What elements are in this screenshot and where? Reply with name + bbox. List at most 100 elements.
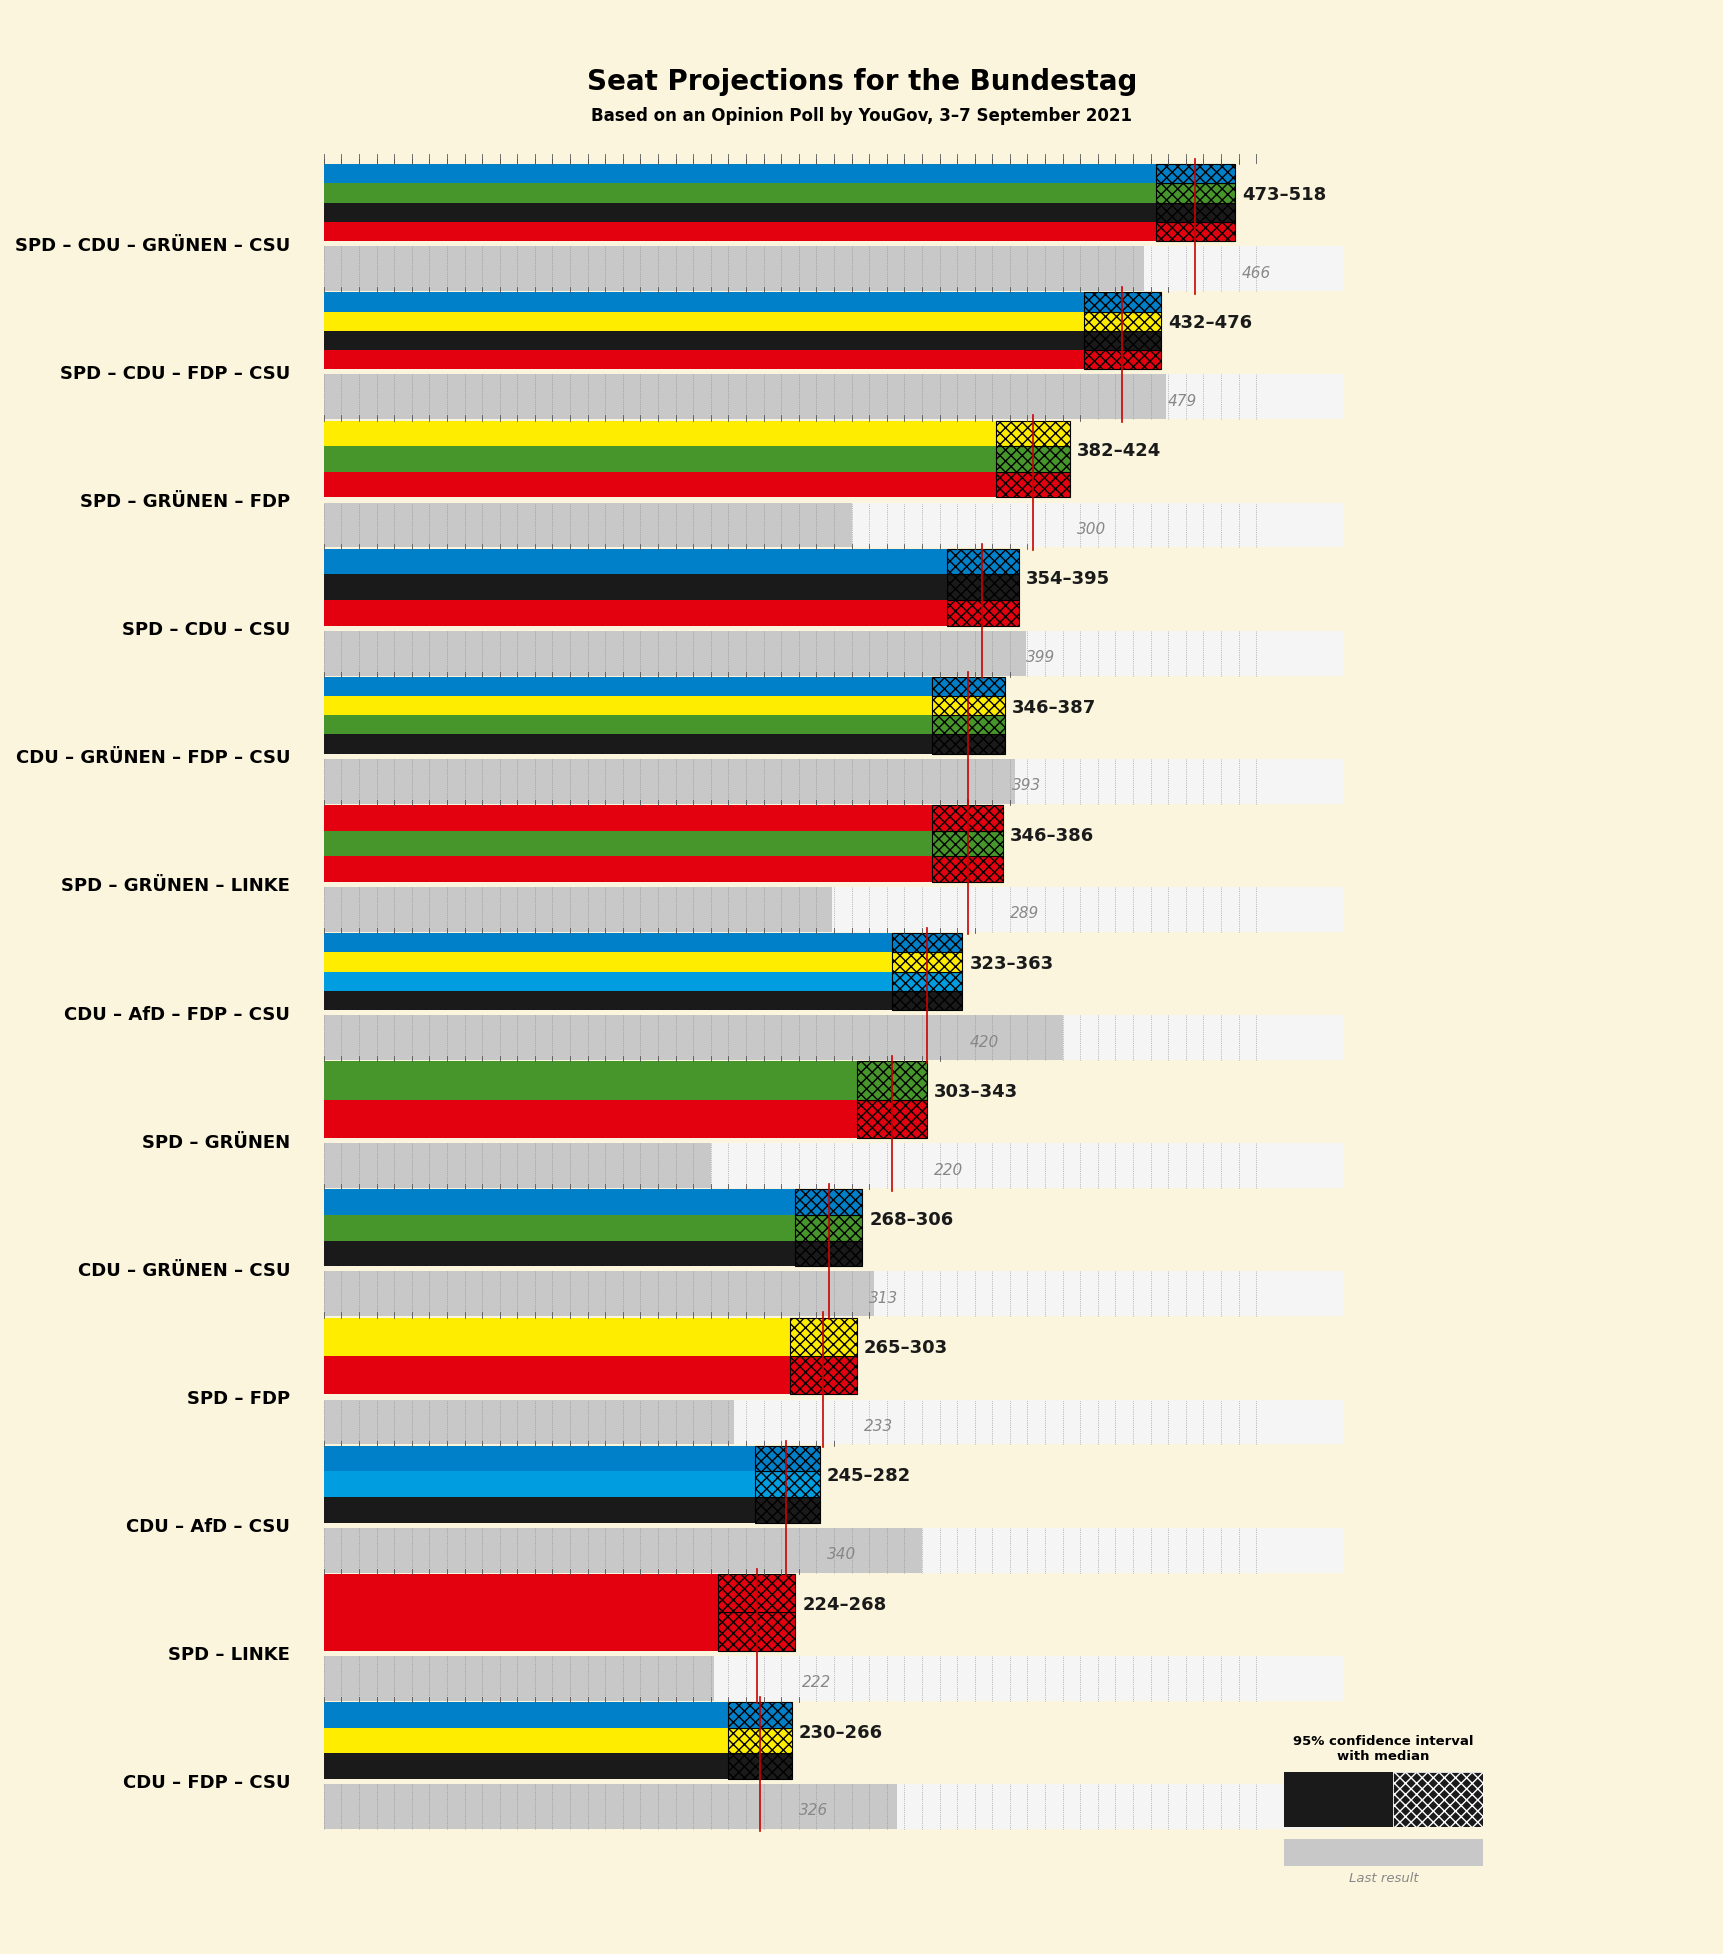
Bar xyxy=(324,1471,755,1497)
Bar xyxy=(1284,1772,1392,1827)
Bar xyxy=(932,830,1003,856)
Bar xyxy=(891,991,961,1010)
Bar xyxy=(324,1528,1344,1573)
Bar xyxy=(856,1100,927,1137)
Bar xyxy=(729,1753,791,1778)
Bar xyxy=(755,1497,820,1522)
Bar xyxy=(996,420,1068,446)
Text: Last result: Last result xyxy=(1347,1872,1418,1886)
Bar xyxy=(324,631,1025,676)
Bar xyxy=(932,805,1003,830)
Bar xyxy=(717,1573,794,1612)
Text: 224–268: 224–268 xyxy=(801,1596,886,1614)
Text: 289: 289 xyxy=(1010,907,1039,922)
Text: 479: 479 xyxy=(1168,395,1197,408)
Bar xyxy=(789,1317,856,1356)
Bar xyxy=(324,971,891,991)
Bar xyxy=(324,1272,874,1317)
Text: 268–306: 268–306 xyxy=(868,1211,953,1229)
Bar xyxy=(789,1356,856,1395)
Bar xyxy=(324,887,1344,932)
Text: Seat Projections for the Bundestag: Seat Projections for the Bundestag xyxy=(586,68,1137,96)
Bar xyxy=(755,1471,820,1497)
Bar xyxy=(1154,184,1234,203)
Bar xyxy=(324,1356,789,1395)
Bar xyxy=(932,856,1003,881)
Bar xyxy=(324,1528,922,1573)
Text: 222: 222 xyxy=(801,1675,830,1690)
Bar xyxy=(324,805,932,830)
Bar xyxy=(324,600,946,625)
Bar xyxy=(324,311,1084,330)
Bar xyxy=(324,246,1344,291)
Text: 326: 326 xyxy=(798,1804,827,1819)
Bar xyxy=(717,1612,794,1651)
Bar xyxy=(324,1143,710,1188)
Text: 340: 340 xyxy=(827,1548,856,1561)
Bar xyxy=(324,350,1084,369)
Text: 466: 466 xyxy=(1241,266,1270,281)
Bar xyxy=(324,420,996,446)
Text: Based on an Opinion Poll by YouGov, 3–7 September 2021: Based on an Opinion Poll by YouGov, 3–7 … xyxy=(591,107,1132,125)
Bar xyxy=(324,375,1166,420)
Text: 265–303: 265–303 xyxy=(863,1338,948,1358)
Bar xyxy=(932,735,1005,754)
Text: 233: 233 xyxy=(863,1419,893,1434)
Bar xyxy=(324,887,832,932)
Bar xyxy=(1154,164,1234,184)
Bar xyxy=(794,1190,862,1215)
Bar xyxy=(324,1784,896,1829)
Bar xyxy=(324,330,1084,350)
Bar xyxy=(946,600,1018,625)
Text: 382–424: 382–424 xyxy=(1077,442,1160,461)
Bar xyxy=(996,446,1068,471)
Text: 393: 393 xyxy=(1011,778,1041,793)
Bar xyxy=(794,1215,862,1241)
Bar xyxy=(1392,1772,1482,1827)
Bar xyxy=(324,934,891,952)
Bar xyxy=(324,1399,734,1444)
Bar xyxy=(324,502,851,547)
Bar xyxy=(324,952,891,971)
Bar xyxy=(324,164,1154,184)
Bar xyxy=(324,758,1015,803)
Bar xyxy=(324,1317,789,1356)
Text: 346–387: 346–387 xyxy=(1011,700,1096,717)
Text: 346–386: 346–386 xyxy=(1010,827,1094,844)
Bar xyxy=(932,676,1005,696)
Bar xyxy=(946,549,1018,574)
Bar xyxy=(1154,203,1234,223)
Bar xyxy=(324,1753,729,1778)
Bar xyxy=(324,830,932,856)
Bar xyxy=(324,735,932,754)
Bar xyxy=(324,1573,717,1612)
Bar xyxy=(932,696,1005,715)
Bar xyxy=(932,715,1005,735)
Bar xyxy=(324,446,996,471)
Bar xyxy=(324,375,1344,420)
Bar xyxy=(324,1702,729,1727)
Text: 245–282: 245–282 xyxy=(827,1467,911,1485)
Text: 95% confidence interval
with median: 95% confidence interval with median xyxy=(1292,1735,1473,1763)
Bar xyxy=(324,856,932,881)
Bar xyxy=(891,971,961,991)
Bar xyxy=(996,471,1068,498)
Bar xyxy=(324,223,1154,240)
Text: 220: 220 xyxy=(934,1163,963,1178)
Bar xyxy=(324,1612,717,1651)
Bar xyxy=(324,293,1084,311)
Bar xyxy=(324,549,946,574)
Bar xyxy=(1084,330,1161,350)
Text: 420: 420 xyxy=(968,1034,998,1049)
Bar xyxy=(1084,293,1161,311)
Bar xyxy=(324,631,1344,676)
Bar xyxy=(856,1061,927,1100)
Text: 354–395: 354–395 xyxy=(1025,571,1110,588)
Bar xyxy=(324,574,946,600)
Bar xyxy=(324,1143,1344,1188)
Bar xyxy=(324,696,932,715)
Bar xyxy=(324,1016,1344,1059)
Text: 399: 399 xyxy=(1025,651,1054,664)
Bar xyxy=(1154,223,1234,240)
Bar xyxy=(324,758,1344,803)
